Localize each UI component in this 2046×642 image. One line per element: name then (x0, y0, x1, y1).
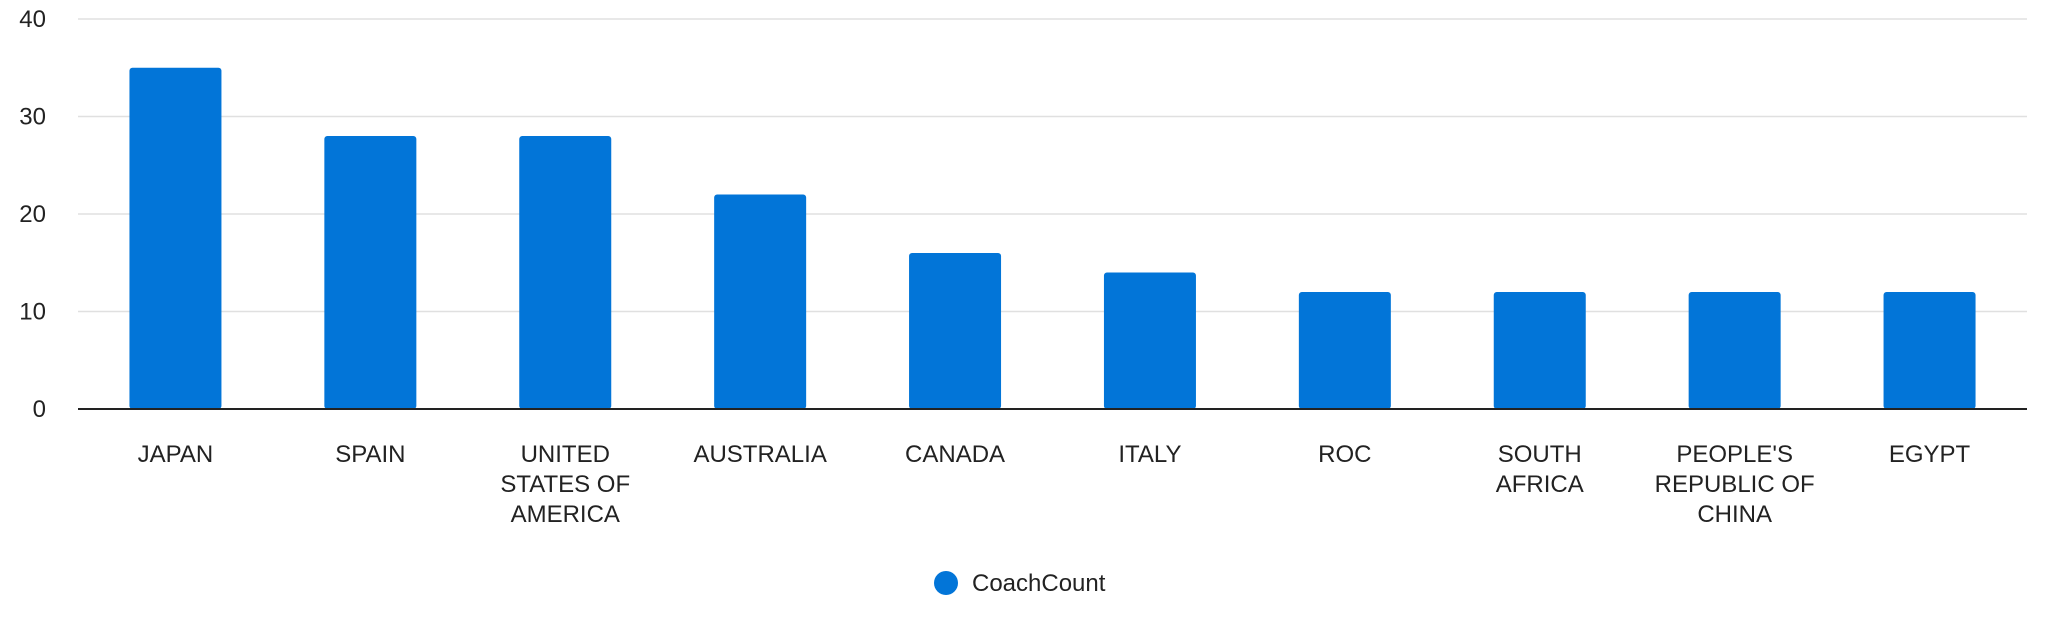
x-tick-label: SOUTH AFRICA (1496, 441, 1584, 498)
bar-spain[interactable] (324, 136, 417, 409)
bar-roc[interactable] (1298, 292, 1391, 409)
y-tick-label: 30 (19, 104, 46, 131)
x-tick-label: EGYPT (1889, 441, 1971, 468)
x-axis-ticks: JAPAN SPAIN UNITED STATES OF AMERICA AUSTRALI… (138, 441, 1971, 528)
bar-egypt[interactable] (1883, 292, 1976, 409)
x-tick-label: AUSTRALIA (693, 441, 826, 468)
bar-united-states-of-america[interactable] (519, 136, 612, 409)
x-tick-label: SPAIN (335, 441, 405, 468)
x-tick-label: ITALY (1118, 441, 1181, 468)
bar-south-africa[interactable] (1493, 292, 1586, 409)
y-tick-label: 10 (19, 299, 46, 326)
x-tick-label-line: AFRICA (1496, 471, 1584, 498)
x-tick-label-line: EGYPT (1889, 441, 1971, 468)
x-tick-label: PEOPLE'S REPUBLIC OF CHINA (1655, 441, 1815, 528)
x-tick-label-line: CANADA (905, 441, 1005, 468)
legend[interactable]: CoachCount (934, 570, 1106, 597)
bar-japan[interactable] (129, 67, 222, 409)
x-tick-label-line: STATES OF (500, 471, 630, 498)
x-tick-label-line: JAPAN (138, 441, 214, 468)
bar-people-s-republic-of-china[interactable] (1688, 292, 1781, 409)
legend-marker[interactable] (934, 571, 958, 595)
legend-label[interactable]: CoachCount (972, 570, 1106, 597)
x-tick-label: CANADA (905, 441, 1005, 468)
x-tick-label: JAPAN (138, 441, 214, 468)
x-tick-label-line: UNITED (521, 441, 610, 468)
y-tick-label: 20 (19, 201, 46, 228)
x-tick-label-line: ITALY (1118, 441, 1181, 468)
x-tick-label: ROC (1318, 441, 1371, 468)
x-tick-label-line: SPAIN (335, 441, 405, 468)
x-tick-label-line: ROC (1318, 441, 1371, 468)
x-tick-label-line: CHINA (1697, 501, 1772, 528)
x-tick-label-line: REPUBLIC OF (1655, 471, 1815, 498)
bar-italy[interactable] (1103, 272, 1196, 410)
bar-canada[interactable] (909, 253, 1002, 409)
x-tick-label: UNITED STATES OF AMERICA (500, 441, 630, 528)
x-tick-label-line: AMERICA (511, 501, 620, 528)
bars (129, 67, 1976, 410)
y-tick-label: 40 (19, 6, 46, 33)
x-tick-label-line: SOUTH (1498, 441, 1582, 468)
bar-australia[interactable] (714, 194, 807, 410)
y-axis-ticks: 0 10 20 30 40 (19, 6, 46, 423)
x-tick-label-line: PEOPLE'S (1676, 441, 1793, 468)
x-tick-label-line: AUSTRALIA (693, 441, 826, 468)
y-tick-label: 0 (33, 396, 46, 423)
